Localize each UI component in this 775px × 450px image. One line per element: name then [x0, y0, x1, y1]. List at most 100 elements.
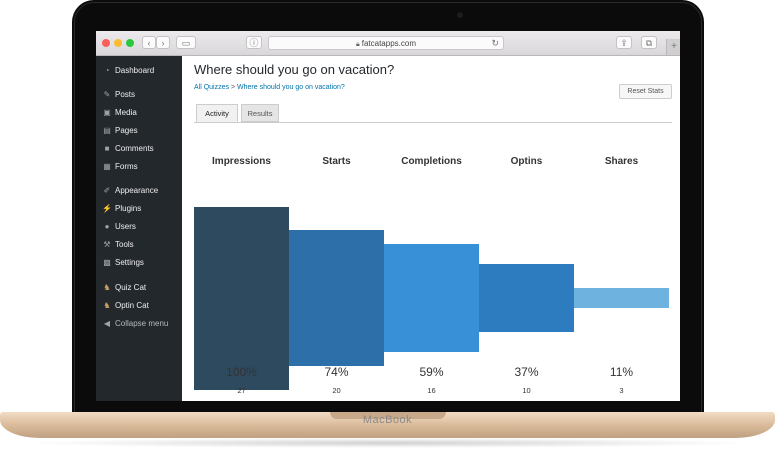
stage-label-shares: Shares — [604, 156, 639, 167]
lock-icon: 🔒︎ — [356, 41, 360, 48]
breadcrumb-all-quizzes-link[interactable]: All Quizzes — [194, 84, 230, 91]
sidebar-item-pages[interactable]: ▤ Pages — [96, 123, 182, 139]
laptop-shadow — [20, 438, 755, 448]
device-brand: MacBook — [362, 414, 413, 426]
sidebar-item-label: Tools — [115, 240, 134, 249]
sidebar-item-quiz-cat[interactable]: ♞ Quiz Cat — [96, 280, 182, 296]
funnel-bar-impressions — [194, 207, 289, 390]
pin-icon: ✎ — [103, 90, 111, 99]
count-label-starts: 20 — [332, 386, 341, 395]
comment-icon: ■ — [104, 144, 110, 153]
sidebar-item-optin-cat[interactable]: ♞ Optin Cat — [96, 298, 182, 314]
reload-icon[interactable]: ↻ — [491, 38, 499, 48]
privacy-button[interactable]: ⓘ — [246, 36, 262, 49]
forward-button[interactable]: › — [156, 36, 170, 49]
count-label-shares: 3 — [619, 386, 624, 395]
breadcrumb-separator: > — [230, 84, 236, 91]
user-icon: ● — [104, 222, 110, 231]
chevron-left-icon: ‹ — [147, 38, 151, 48]
sidebar-item-label: Media — [115, 108, 137, 117]
pages-icon: ▤ — [103, 126, 111, 135]
sidebar-item-dashboard[interactable]: ◔ Dashboard — [96, 63, 182, 79]
sidebar-item-label: Comments — [115, 144, 154, 153]
count-label-impressions: 27 — [237, 386, 246, 395]
plugin-icon: ⚡ — [102, 204, 112, 213]
sidebar-item-label: Appearance — [115, 186, 159, 195]
stage-label-optins: Optins — [510, 156, 543, 167]
percent-label-completions: 59% — [419, 365, 444, 379]
percent-label-shares: 11% — [609, 365, 634, 379]
reset-stats-button[interactable]: Reset Stats — [619, 84, 672, 99]
zoom-window-button[interactable] — [126, 39, 134, 47]
sidebar-item-forms[interactable]: ▦ Forms — [96, 159, 182, 175]
info-icon: ⓘ — [249, 38, 259, 48]
sidebar-item-label: Users — [115, 222, 136, 231]
funnel-bar-optins — [479, 264, 574, 332]
stage-label-impressions: Impressions — [212, 156, 271, 167]
sidebar-item-posts[interactable]: ✎ Posts — [96, 87, 182, 103]
admin-sidebar: ◔ Dashboard ✎ Posts ▣ Media ▤ Pages ■ Co… — [96, 56, 182, 401]
main-content: Where should you go on vacation? All Qui… — [182, 56, 680, 401]
collapse-icon: ◀ — [103, 319, 111, 328]
sidebar-item-label: Dashboard — [115, 66, 155, 75]
sidebar-item-label: Collapse menu — [115, 319, 169, 328]
back-button[interactable]: ‹ — [142, 36, 156, 49]
sidebar-item-label: Optin Cat — [115, 301, 149, 310]
count-label-optins: 10 — [522, 386, 531, 395]
tab-activity[interactable]: Activity — [196, 104, 238, 122]
sidebar-item-label: Forms — [115, 162, 138, 171]
share-icon: ⇪ — [620, 38, 628, 48]
breadcrumb-current-link[interactable]: Where should you go on vacation? — [237, 84, 345, 91]
sidebar-item-label: Posts — [115, 90, 136, 99]
settings-icon: ▩ — [103, 258, 111, 267]
funnel-bar-shares — [574, 288, 669, 308]
sidebar-item-label: Quiz Cat — [115, 283, 147, 292]
dashboard-icon: ◔ — [104, 66, 110, 75]
laptop-notch — [330, 412, 446, 419]
media-icon: ▣ — [103, 108, 111, 117]
sidebar-toggle-button[interactable]: ▭ — [176, 36, 196, 49]
stage-label-starts: Starts — [322, 156, 351, 167]
sidebar-item-label: Plugins — [115, 204, 142, 213]
sidebar-item-plugins[interactable]: ⚡ Plugins — [96, 201, 182, 217]
tabs-button[interactable]: ⧉ — [641, 36, 657, 49]
breadcrumb: All Quizzes > Where should you go on vac… — [194, 84, 345, 91]
percent-label-starts: 74% — [324, 365, 349, 379]
sidebar-item-settings[interactable]: ▩ Settings — [96, 255, 182, 271]
stage-label-completions: Completions — [401, 156, 462, 167]
share-button[interactable]: ⇪ — [616, 36, 632, 49]
forms-icon: ▦ — [103, 162, 111, 171]
minimize-window-button[interactable] — [114, 39, 122, 47]
percent-label-optins: 37% — [514, 365, 539, 379]
sidebar-item-label: Settings — [115, 258, 144, 267]
url-text: fatcatapps.com — [361, 39, 416, 48]
close-window-button[interactable] — [102, 39, 110, 47]
sidebar-item-tools[interactable]: ⚒ Tools — [96, 237, 182, 253]
tab-divider — [194, 122, 672, 123]
browser-toolbar: ‹ › ▭ ⓘ 🔒︎ fatcatapps.com ↻ ⇪ ⧉ + — [96, 31, 680, 56]
sidebar-item-appearance[interactable]: ✐ Appearance — [96, 183, 182, 199]
new-tab-button[interactable]: + — [666, 39, 680, 55]
camera-icon — [457, 12, 463, 18]
funnel-bar-starts — [289, 230, 384, 366]
tab-results[interactable]: Results — [241, 104, 279, 122]
sidebar-item-comments[interactable]: ■ Comments — [96, 141, 182, 157]
wrench-icon: ⚒ — [103, 240, 111, 249]
cat-icon: ♞ — [103, 283, 111, 292]
brush-icon: ✐ — [103, 186, 111, 195]
percent-label-impressions: 100% — [226, 365, 257, 379]
cat-icon: ♞ — [103, 301, 111, 310]
sidebar-item-users[interactable]: ● Users — [96, 219, 182, 235]
sidebar-item-media[interactable]: ▣ Media — [96, 105, 182, 121]
plus-icon: + — [671, 41, 677, 52]
sidebar-icon: ▭ — [181, 38, 191, 48]
count-label-completions: 16 — [427, 386, 436, 395]
collapse-menu-button[interactable]: ◀ Collapse menu — [96, 316, 182, 332]
tabs-icon: ⧉ — [645, 38, 653, 48]
screen: ‹ › ▭ ⓘ 🔒︎ fatcatapps.com ↻ ⇪ ⧉ + ◔ Dashb… — [96, 31, 680, 401]
chevron-right-icon: › — [161, 38, 165, 48]
funnel-bar-completions — [384, 244, 479, 352]
address-bar[interactable]: 🔒︎ fatcatapps.com ↻ — [268, 36, 504, 50]
page-title: Where should you go on vacation? — [194, 62, 395, 77]
sidebar-item-label: Pages — [115, 126, 138, 135]
